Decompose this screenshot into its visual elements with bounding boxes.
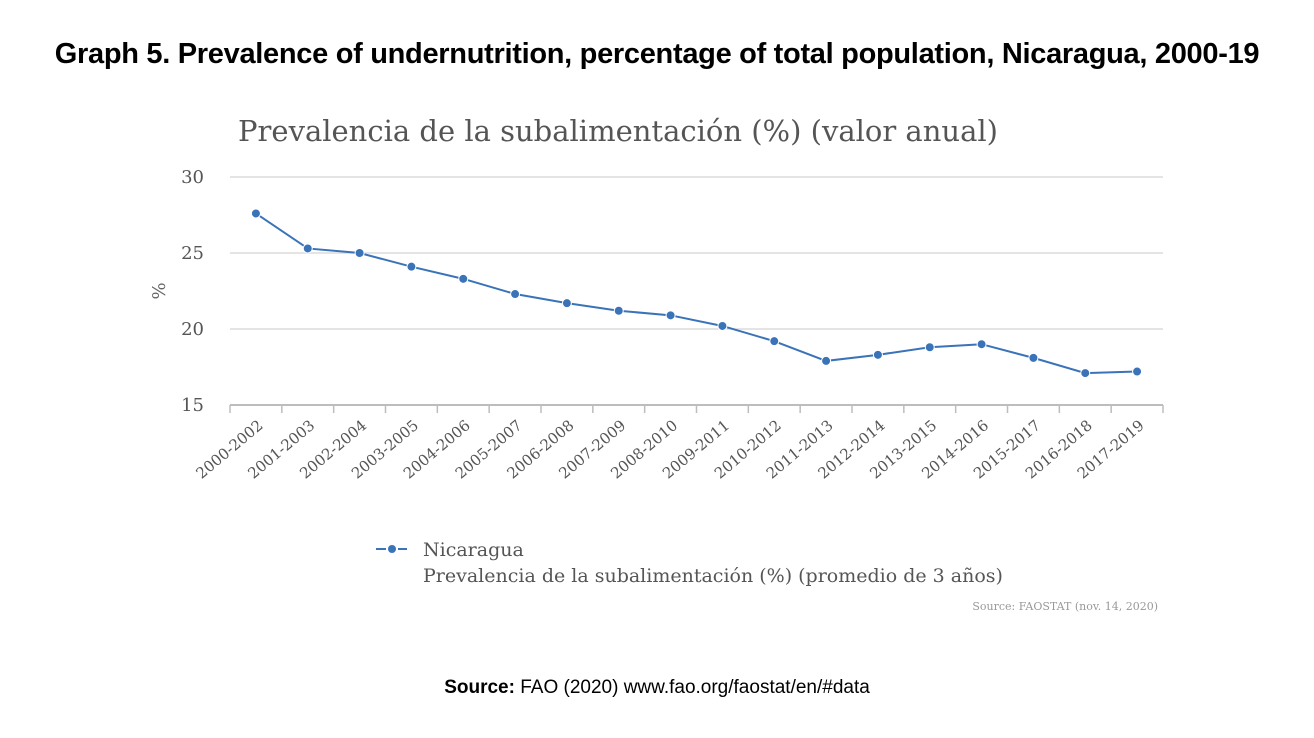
data-point[interactable]	[717, 320, 728, 331]
series-line	[255, 212, 1138, 375]
data-point[interactable]	[458, 273, 469, 284]
y-axis-label: %	[149, 282, 170, 299]
y-tick-label: 15	[181, 395, 204, 416]
x-axis: 2000-20022001-20032002-20042003-20052004…	[193, 404, 1164, 482]
chart-title: Prevalencia de la subalimentación (%) (v…	[238, 114, 998, 148]
data-point[interactable]	[872, 349, 883, 360]
line-chart: Prevalencia de la subalimentación (%) (v…	[149, 114, 1164, 613]
source-text: FAO (2020) www.fao.org/faostat/en/#data	[514, 677, 870, 698]
gridlines	[230, 176, 1163, 330]
data-point[interactable]	[510, 289, 521, 300]
figure-heading: Graph 5. Prevalence of undernutrition, p…	[54, 38, 1260, 70]
data-point[interactable]	[302, 243, 313, 254]
y-tick-label: 25	[181, 243, 204, 264]
data-point[interactable]	[821, 355, 832, 366]
legend-description: Prevalencia de la subalimentación (%) (p…	[423, 565, 1003, 587]
y-tick-label: 20	[181, 319, 204, 340]
data-point[interactable]	[406, 261, 417, 272]
data-point[interactable]	[924, 342, 935, 353]
data-point[interactable]	[1080, 368, 1091, 379]
chart-source-note: Source: FAOSTAT (nov. 14, 2020)	[972, 600, 1158, 613]
legend[interactable]: Nicaragua Prevalencia de la subalimentac…	[376, 539, 1003, 587]
data-point[interactable]	[561, 298, 572, 309]
data-point[interactable]	[354, 248, 365, 258]
series-nicaragua	[250, 208, 1143, 379]
figure-source: Source: FAO (2020) www.fao.org/faostat/e…	[0, 677, 1314, 699]
legend-series-label: Nicaragua	[423, 539, 524, 561]
data-point[interactable]	[613, 305, 624, 316]
y-tick-label: 30	[181, 167, 204, 188]
data-point[interactable]	[665, 310, 676, 321]
y-axis-ticks: 15 20 25 30	[181, 167, 204, 416]
data-point[interactable]	[1132, 366, 1143, 377]
data-point[interactable]	[976, 339, 987, 350]
data-point[interactable]	[769, 336, 780, 347]
source-label: Source:	[444, 677, 515, 698]
legend-marker-icon	[388, 545, 396, 553]
data-point[interactable]	[250, 208, 261, 219]
data-point[interactable]	[1028, 352, 1039, 363]
